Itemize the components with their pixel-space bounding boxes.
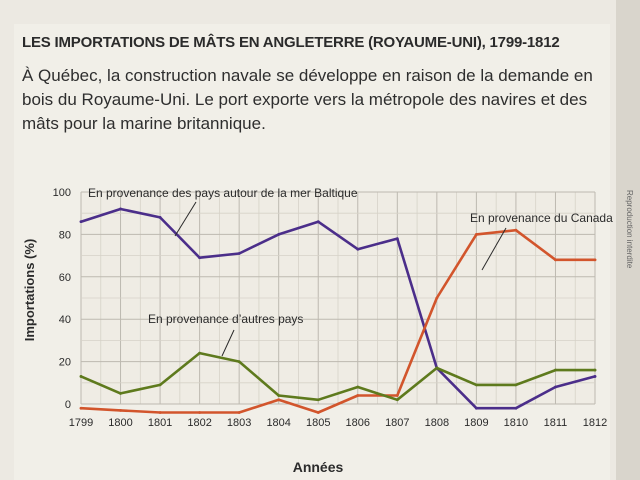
data-point (474, 233, 478, 236)
x-tick-label: 1799 (69, 417, 93, 429)
x-tick-label: 1802 (187, 417, 211, 429)
x-tick-label: 1800 (108, 417, 132, 429)
series-label: En provenance d’autres pays (148, 312, 303, 326)
data-point (277, 398, 281, 402)
x-tick-label: 1812 (583, 417, 607, 429)
data-point (356, 385, 360, 389)
data-point (435, 366, 439, 370)
y-axis-label: Importations (%) (22, 239, 37, 342)
data-point (119, 207, 122, 211)
data-point (237, 411, 241, 414)
data-point (79, 406, 83, 410)
data-point (277, 394, 281, 397)
x-axis-label: Années (293, 459, 344, 475)
x-tick-label: 1807 (385, 417, 409, 429)
x-tick-label: 1805 (306, 417, 330, 429)
data-point (316, 398, 320, 402)
x-tick-label: 1808 (425, 417, 449, 429)
data-point (395, 237, 399, 241)
data-point (277, 233, 281, 236)
grid (80, 191, 596, 405)
data-point (198, 411, 202, 414)
y-tick-label: 0 (65, 399, 71, 411)
data-point (198, 351, 202, 355)
data-point (554, 385, 557, 389)
y-tick-label: 40 (59, 314, 71, 326)
data-point (514, 228, 518, 232)
chart-title: LES IMPORTATIONS DE MÂTS EN ANGLETERRE (… (22, 34, 560, 51)
x-tick-label: 1804 (266, 417, 290, 429)
labels: 0 20 40 60 80 100 1799 1800 1801 1802 1803 1804 1805… (22, 186, 613, 475)
series-line-0 (79, 207, 597, 410)
data-point (237, 360, 241, 363)
series-lines (79, 207, 597, 414)
x-tick-label: 1810 (504, 417, 528, 429)
data-point (237, 252, 241, 255)
data-point (119, 408, 122, 412)
page-edge: Reproduction interdite (616, 0, 640, 480)
intro-text: À Québec, la construction navale se déve… (22, 66, 593, 133)
data-point (395, 394, 399, 397)
data-point (158, 216, 162, 219)
y-tick-label: 80 (59, 229, 71, 241)
data-point (316, 220, 320, 224)
x-tick-label: 1801 (148, 417, 172, 429)
data-point (514, 406, 518, 410)
data-point (79, 375, 83, 378)
series-line-1 (79, 228, 597, 414)
data-point (554, 368, 557, 372)
data-point (356, 247, 360, 251)
data-point (593, 368, 597, 372)
series-leader-line (221, 329, 235, 357)
series-label: En provenance du Canada (470, 211, 613, 225)
data-point (158, 383, 162, 387)
data-point (474, 406, 478, 410)
y-tick-label: 20 (59, 357, 71, 369)
y-tick-label: 60 (59, 272, 71, 284)
x-tick-label: 1806 (346, 417, 370, 429)
y-tick-label: 100 (53, 187, 71, 199)
x-tick-label: 1811 (544, 417, 568, 429)
data-point (435, 296, 439, 300)
data-point (514, 383, 518, 387)
data-point (474, 383, 478, 387)
data-point (593, 375, 597, 378)
x-tick-label: 1803 (227, 417, 251, 429)
data-point (198, 256, 202, 260)
series-leader-line (481, 227, 507, 271)
margin-text: Reproduction interdite (625, 190, 634, 269)
data-point (316, 411, 320, 414)
data-point (395, 398, 399, 402)
series-line-2 (79, 351, 597, 402)
data-point (119, 392, 122, 395)
data-point (554, 258, 557, 262)
series-label: En provenance des pays autour de la mer … (88, 186, 358, 200)
data-point (356, 394, 360, 397)
data-point (158, 411, 162, 414)
x-tick-label: 1809 (464, 417, 488, 429)
data-point (593, 258, 597, 262)
line-chart: 0 20 40 60 80 100 1799 1800 1801 1802 1803 1804 1805… (22, 186, 613, 475)
series-leader-line (174, 201, 197, 237)
data-point (79, 220, 83, 224)
